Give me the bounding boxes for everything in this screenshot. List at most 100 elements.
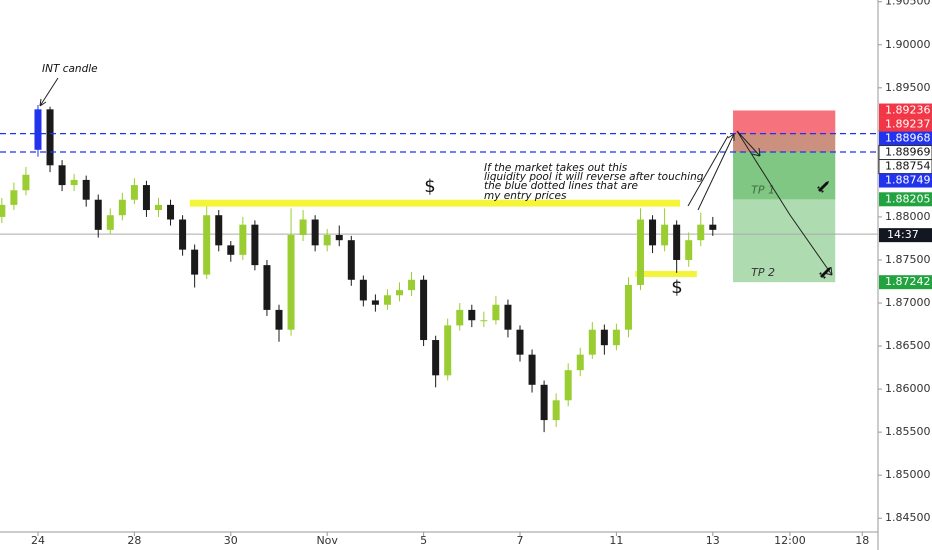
candle-body: [130, 185, 138, 200]
candle-body: [70, 179, 78, 186]
y-tick-label: 1.89500: [885, 81, 931, 94]
x-tick-label: 24: [31, 534, 45, 547]
candle-body: [335, 235, 343, 241]
candle-body: [637, 219, 645, 285]
candle-body: [540, 384, 548, 421]
candle-body: [685, 240, 693, 260]
y-tick-label: 1.87500: [885, 253, 931, 266]
liquidity-zone: [189, 199, 681, 207]
price-tag-label: 1.88969: [885, 146, 931, 159]
x-tick-label: 30: [224, 534, 238, 547]
stop-zone: [733, 110, 836, 153]
candle-body: [408, 279, 416, 291]
candle-body: [275, 309, 283, 330]
candle-body: [673, 224, 681, 260]
rocket-icon: [817, 181, 829, 193]
candle-body: [203, 215, 211, 275]
candle-body: [528, 354, 536, 385]
stop-zone: [733, 110, 836, 134]
target-zone: [733, 152, 836, 283]
price-tag: [879, 103, 932, 118]
price-tag-label: 1.88754: [885, 160, 931, 173]
candle-body: [504, 304, 512, 330]
price-tag-label: 1.88968: [885, 132, 931, 145]
y-tick-label: 1.85000: [885, 468, 931, 481]
candle-body: [600, 329, 608, 346]
note-line: my entry prices: [484, 190, 567, 202]
candle-body: [347, 240, 355, 280]
price-tag: [879, 275, 932, 290]
candle-body: [22, 174, 30, 191]
candle-body: [624, 284, 632, 330]
dollar-label: $: [424, 176, 435, 197]
candle-body: [106, 215, 114, 230]
x-tick-label: 28: [127, 534, 141, 547]
int-candle-label: INT candle: [42, 63, 98, 75]
countdown-tag: [879, 228, 932, 243]
candle-body: [323, 235, 331, 246]
price-tag-label: 1.87242: [885, 275, 931, 288]
candle-body: [612, 329, 620, 346]
candle-body: [191, 249, 199, 275]
y-tick-label: 1.90000: [885, 38, 931, 51]
candle-body: [239, 224, 247, 255]
candle-body: [383, 295, 391, 305]
candle-body: [287, 235, 295, 330]
dollar-label: $: [671, 277, 682, 298]
candle-body: [649, 219, 657, 246]
candle-body: [82, 179, 90, 200]
y-tick-label: 1.87000: [885, 296, 931, 309]
candle-body: [697, 224, 705, 241]
candle-body: [0, 204, 6, 217]
y-tick-label: 1.88000: [885, 210, 931, 223]
candle-body: [167, 204, 175, 220]
candle-body: [10, 190, 18, 205]
candle-body: [179, 219, 187, 250]
candle-body: [94, 199, 102, 230]
candle-body: [58, 165, 66, 186]
x-tick-label: 11: [609, 534, 623, 547]
candle-body: [227, 245, 235, 255]
x-tick-label: 5: [420, 534, 427, 547]
liquidity-zone: [635, 270, 697, 278]
note-line: If the market takes out this: [484, 162, 628, 174]
candle-body: [564, 370, 572, 401]
candle-body: [552, 400, 560, 421]
candle-body: [215, 215, 223, 246]
note-line: the blue dotted lines that are: [484, 180, 638, 192]
price-tag-label: 1.89237: [885, 118, 931, 131]
price-tag-label: 1.88749: [885, 174, 931, 187]
price-tag-label: 1.88205: [885, 192, 931, 205]
price-tag: [879, 117, 932, 132]
y-tick-label: 1.90500: [885, 0, 931, 8]
x-tick-label: Nov: [316, 534, 338, 547]
candle-body: [311, 219, 319, 246]
price-tag-label: 1.89236: [885, 104, 931, 117]
x-tick-label: 7: [517, 534, 524, 547]
price-tag: [879, 131, 932, 146]
y-tick-label: 1.86500: [885, 339, 931, 352]
candle-body: [263, 265, 271, 310]
rocket-icon: [819, 267, 831, 279]
candle-body: [661, 224, 669, 246]
y-tick-label: 1.86000: [885, 382, 931, 395]
candle-body: [588, 329, 596, 355]
candle-body: [359, 279, 367, 301]
note-line: liquidity pool it will reverse after tou…: [484, 171, 704, 183]
candle-body: [576, 354, 584, 371]
candle-body: [492, 304, 500, 321]
axes: 1.905001.900001.895001.890001.885001.880…: [31, 0, 932, 547]
candle-body: [118, 199, 126, 216]
note-arrow: [687, 133, 735, 211]
x-tick-label: 13: [706, 534, 720, 547]
target-label: TP 1: [751, 183, 775, 196]
candle-body: [251, 224, 259, 266]
target-label: TP 2: [751, 266, 775, 279]
price-tag: [879, 192, 932, 207]
candle-body: [142, 185, 150, 211]
x-tick-label: 12:00: [774, 534, 806, 547]
candle-body: [456, 309, 464, 326]
y-tick-label: 1.85500: [885, 425, 931, 438]
int-arrow: [39, 77, 59, 107]
